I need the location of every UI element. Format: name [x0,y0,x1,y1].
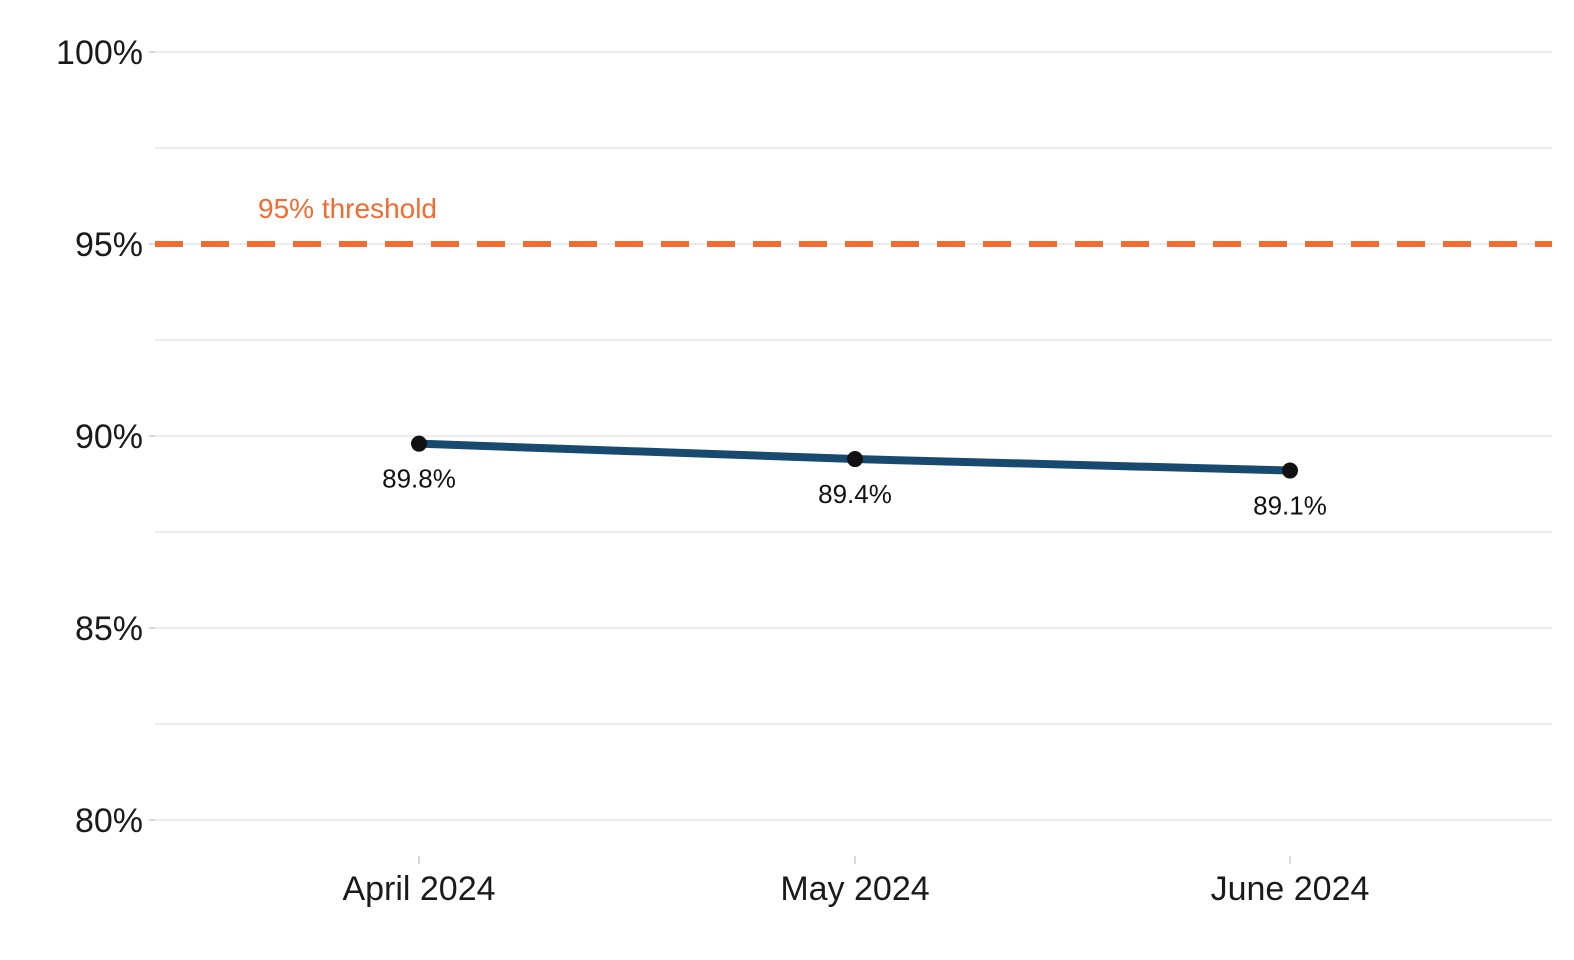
data-label: 89.1% [1253,491,1327,521]
y-tick-label: 80% [75,802,143,840]
y-tick-label: 100% [56,34,143,72]
threshold-layer: 95% threshold [155,193,1552,247]
grid-lines [155,51,1552,821]
threshold-label: 95% threshold [258,193,437,224]
data-point [411,435,427,452]
x-tick-label: April 2024 [342,870,495,908]
series-layer: 89.8% 89.4% 89.1% [382,435,1327,521]
x-axis: April 2024 May 2024 June 2024 [342,856,1369,908]
data-point [1282,462,1298,479]
y-tick-label: 90% [75,418,143,456]
data-label: 89.4% [818,479,892,509]
data-point [847,451,863,468]
y-tick-label: 95% [75,226,143,264]
x-tick-label: June 2024 [1211,870,1370,908]
y-tick-label: 85% [75,610,143,648]
x-tick-label: May 2024 [780,870,929,908]
y-axis: 80% 85% 90% 95% 100% [56,34,155,840]
data-label: 89.8% [382,464,456,494]
